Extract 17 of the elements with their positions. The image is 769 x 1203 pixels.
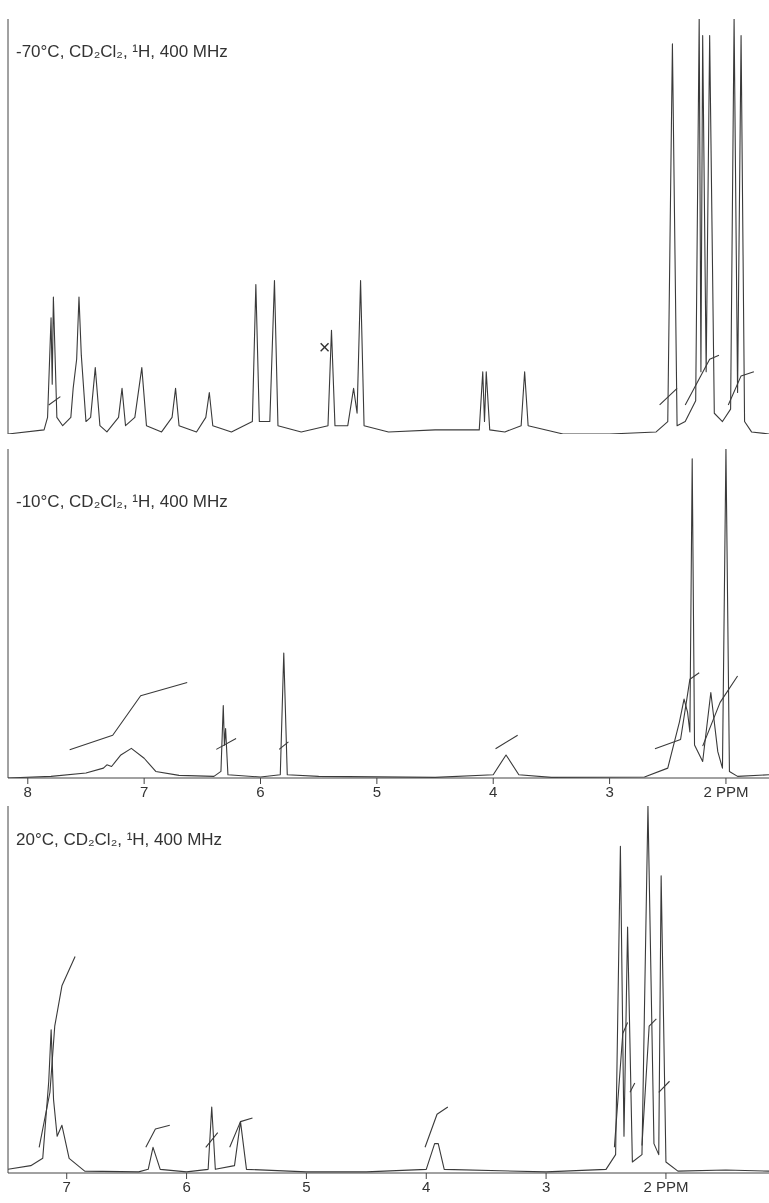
x-tick-label: 2 PPM: [703, 782, 749, 800]
x-tick-label: 4: [422, 1177, 431, 1195]
x-tick-label: 6: [256, 782, 265, 800]
x-tick-label: 3: [541, 1177, 551, 1195]
x-tick-label: 2 PPM: [643, 1177, 689, 1195]
x-tick-label: 7: [62, 1177, 71, 1195]
text: -10°C, CD₂Cl₂, ¹H, 400 MHz: [16, 492, 228, 512]
text: -70°C, CD₂Cl₂, ¹H, 400 MHz: [16, 42, 228, 62]
text: 20°C, CD₂Cl₂, ¹H, 400 MHz: [16, 830, 223, 850]
x-tick-label: 8: [23, 782, 32, 800]
annotation: ×: [318, 335, 331, 358]
x-tick-label: 3: [605, 782, 614, 800]
x-tick-label: 5: [372, 782, 382, 800]
x-tick-label: 5: [302, 1177, 311, 1195]
x-tick-label: 4: [489, 782, 498, 800]
x-tick-label: 7: [139, 782, 149, 800]
x-tick-label: 6: [182, 1177, 191, 1195]
